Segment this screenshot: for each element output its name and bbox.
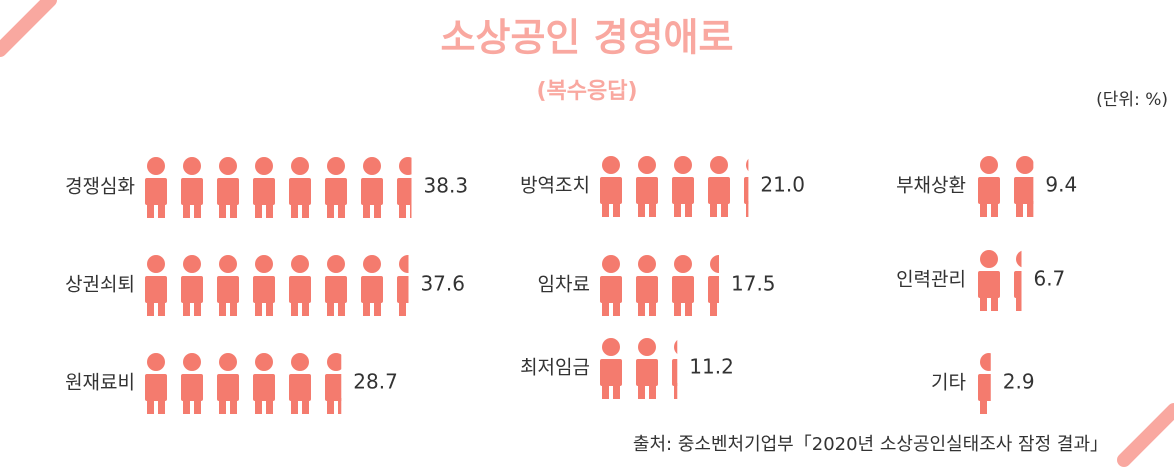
- person-icon: [145, 255, 167, 316]
- person-icon: [181, 353, 203, 414]
- person-icon: [145, 157, 167, 218]
- chart-title: 소상공인 경영애로: [441, 16, 734, 60]
- person-icon: [397, 255, 409, 316]
- person-icon: [600, 156, 622, 217]
- person-icon: [289, 353, 311, 414]
- value-label: 17.5: [731, 272, 776, 296]
- person-icon: [672, 156, 694, 217]
- person-icon: [181, 255, 203, 316]
- category-label: 인력관리: [896, 269, 966, 291]
- person-icon: [978, 156, 1000, 217]
- person-icon: [361, 157, 383, 218]
- person-icon: [672, 340, 678, 399]
- person-icon: [600, 255, 622, 316]
- category-label: 상권쇠퇴: [65, 274, 135, 296]
- person-icon: [217, 353, 239, 414]
- person-icon: [744, 158, 749, 217]
- person-icon: [672, 255, 694, 316]
- category-label: 경쟁심화: [65, 176, 135, 198]
- person-icon: [361, 255, 383, 316]
- person-icon: [636, 338, 658, 399]
- value-label: 11.2: [689, 355, 734, 379]
- value-label: 37.6: [420, 272, 465, 296]
- unit-note: (단위: %): [1096, 90, 1168, 110]
- person-icon: [978, 353, 991, 414]
- person-icon: [1014, 156, 1034, 217]
- value-label: 2.9: [1003, 370, 1035, 394]
- person-icon: [253, 157, 275, 218]
- person-icon: [600, 338, 622, 399]
- chart-subtitle: (복수응답): [536, 79, 637, 104]
- value-label: 6.7: [1033, 267, 1065, 291]
- category-label: 방역조치: [520, 175, 590, 197]
- category-label: 임차료: [538, 274, 590, 296]
- person-icon: [708, 156, 730, 217]
- person-icon: [325, 255, 347, 316]
- person-icon: [978, 250, 1000, 311]
- value-label: 28.7: [353, 370, 398, 394]
- category-label: 부채상환: [896, 175, 966, 197]
- person-icon: [289, 255, 311, 316]
- person-icon: [253, 353, 275, 414]
- person-icon: [181, 157, 203, 218]
- category-label: 최저임금: [520, 357, 590, 379]
- person-icon: [708, 255, 719, 316]
- person-icon: [1014, 250, 1022, 311]
- category-label: 원재료비: [65, 372, 135, 394]
- category-label: 기타: [931, 372, 966, 394]
- person-icon: [253, 255, 275, 316]
- person-icon: [217, 255, 239, 316]
- value-label: 21.0: [760, 173, 805, 197]
- value-label: 38.3: [424, 174, 469, 198]
- person-icon: [217, 157, 239, 218]
- value-label: 9.4: [1045, 173, 1077, 197]
- person-icon: [325, 353, 342, 414]
- person-icon: [636, 156, 658, 217]
- person-icon: [289, 157, 311, 218]
- source-note: 출처: 중소벤처기업부「2020년 소상공인실태조사 잠정 결과」: [633, 434, 1108, 455]
- person-icon: [145, 353, 167, 414]
- person-icon: [325, 157, 347, 218]
- person-icon: [636, 255, 658, 316]
- person-icon: [397, 157, 412, 218]
